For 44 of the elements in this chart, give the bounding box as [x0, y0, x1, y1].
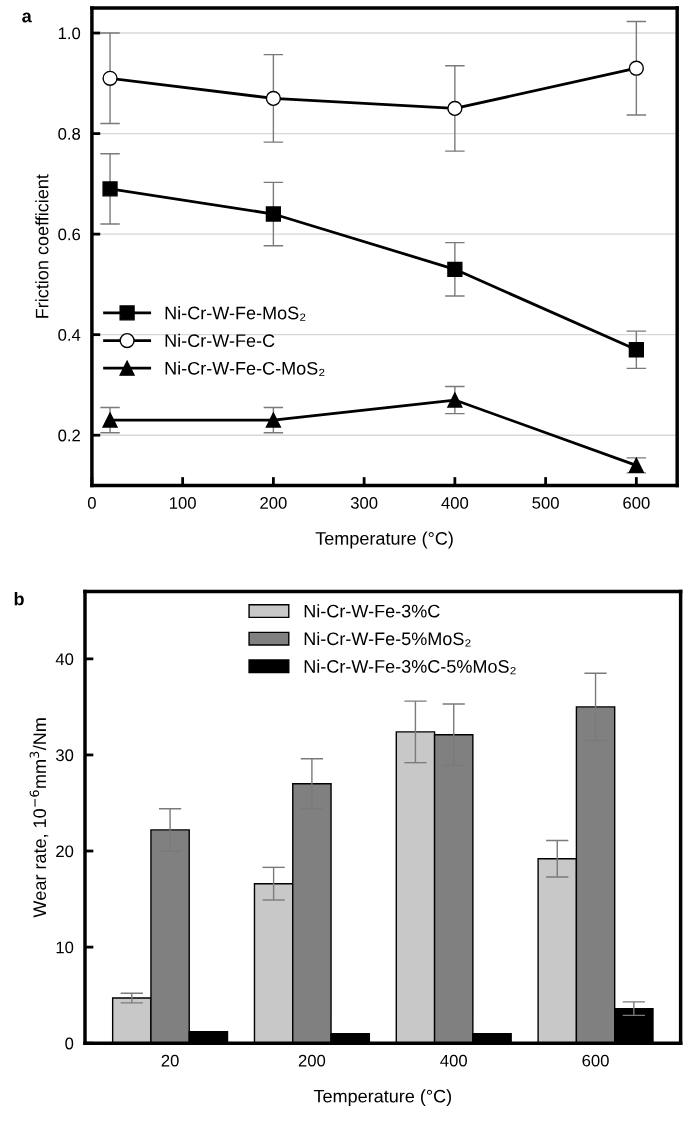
- chart-title: b: [14, 592, 24, 606]
- y-axis-title: Friction coefficient: [35, 174, 49, 318]
- x-tick-label: 0: [87, 497, 96, 509]
- point: [628, 60, 644, 76]
- legend-label: Ni-Cr-W-Fe-C: [165, 333, 275, 348]
- legend-label: Ni-Cr-W-Fe-C-MoS₂: [165, 361, 325, 377]
- x-tick-label: 400: [441, 497, 469, 509]
- y-tick-label: 0.8: [58, 127, 81, 140]
- y-tick-label: 10: [56, 941, 74, 954]
- point: [102, 412, 118, 428]
- point: [447, 100, 463, 117]
- x-axis-title: Temperature (°C): [315, 531, 453, 549]
- chart-title: a: [22, 12, 32, 23]
- legend-label: Ni-Cr-W-Fe-MoS₂: [165, 306, 306, 321]
- point: [265, 206, 282, 222]
- legend-label: Ni-Cr-W-Fe-3%C-5%MoS₂: [304, 659, 516, 675]
- x-tick-label: 400: [440, 1054, 467, 1067]
- point: [447, 392, 463, 408]
- y-tick-label: 20: [56, 845, 74, 858]
- point: [265, 412, 282, 428]
- y-tick-label: 0: [65, 1037, 74, 1050]
- legend-label: Ni-Cr-W-Fe-3%C: [304, 604, 440, 618]
- y-tick-label: 40: [55, 653, 74, 666]
- legend-label: Ni-Cr-W-Fe-5%MoS₂: [304, 631, 471, 647]
- point: [102, 70, 118, 86]
- x-tick-label: 200: [298, 1054, 326, 1067]
- y-tick-label: 0.6: [58, 228, 81, 241]
- y-tick-label: 0.2: [58, 429, 80, 442]
- y-tick-label: 30: [55, 749, 74, 762]
- x-axis-title: Temperature (°C): [313, 1089, 452, 1107]
- x-tick-label: 300: [350, 497, 378, 509]
- x-tick-label: 600: [582, 1054, 609, 1067]
- x-tick-label: 20: [161, 1054, 179, 1067]
- point: [628, 342, 644, 358]
- x-tick-label: 100: [170, 497, 196, 509]
- x-tick-label: 600: [623, 497, 650, 509]
- y-tick-label: 0.4: [58, 329, 81, 341]
- point: [102, 181, 118, 197]
- y-tick-label: 1.0: [58, 27, 81, 40]
- y-axis-title: Wear rate, 10$^{−6}$mm$^{3}$/Nm: [29, 718, 49, 918]
- point: [265, 90, 282, 107]
- point: [447, 261, 463, 277]
- x-tick-label: 500: [532, 497, 559, 509]
- x-tick-label: 200: [260, 497, 287, 509]
